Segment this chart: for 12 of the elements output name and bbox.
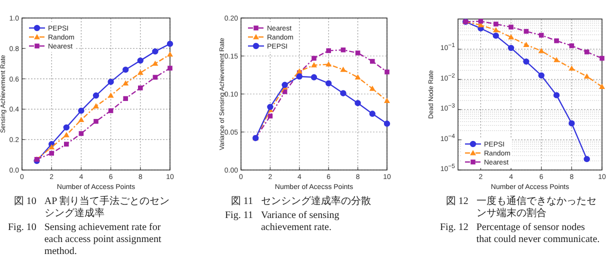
caption: Fig. 10 [8, 222, 36, 235]
text: 一度も通信できなかったセンサ端末の割合 [476, 196, 598, 220]
caption: 図 12 [444, 196, 468, 209]
text: Percentage of sensor nodes that could never communicate. [476, 222, 600, 246]
text: Variance of sensing achievement rate. [260, 210, 340, 234]
text: センシング達成率の分散 [260, 196, 372, 208]
text: AP 割り当て手法ごとのセンシング達成率 [44, 196, 170, 220]
caption: 図 10 [12, 196, 36, 209]
text: Sensing achievement rate for each access point assignment method. [44, 222, 162, 258]
caption: Fig. 12 [440, 222, 468, 235]
caption: Fig. 11 [225, 210, 253, 223]
caption: 図 11 [230, 196, 253, 208]
